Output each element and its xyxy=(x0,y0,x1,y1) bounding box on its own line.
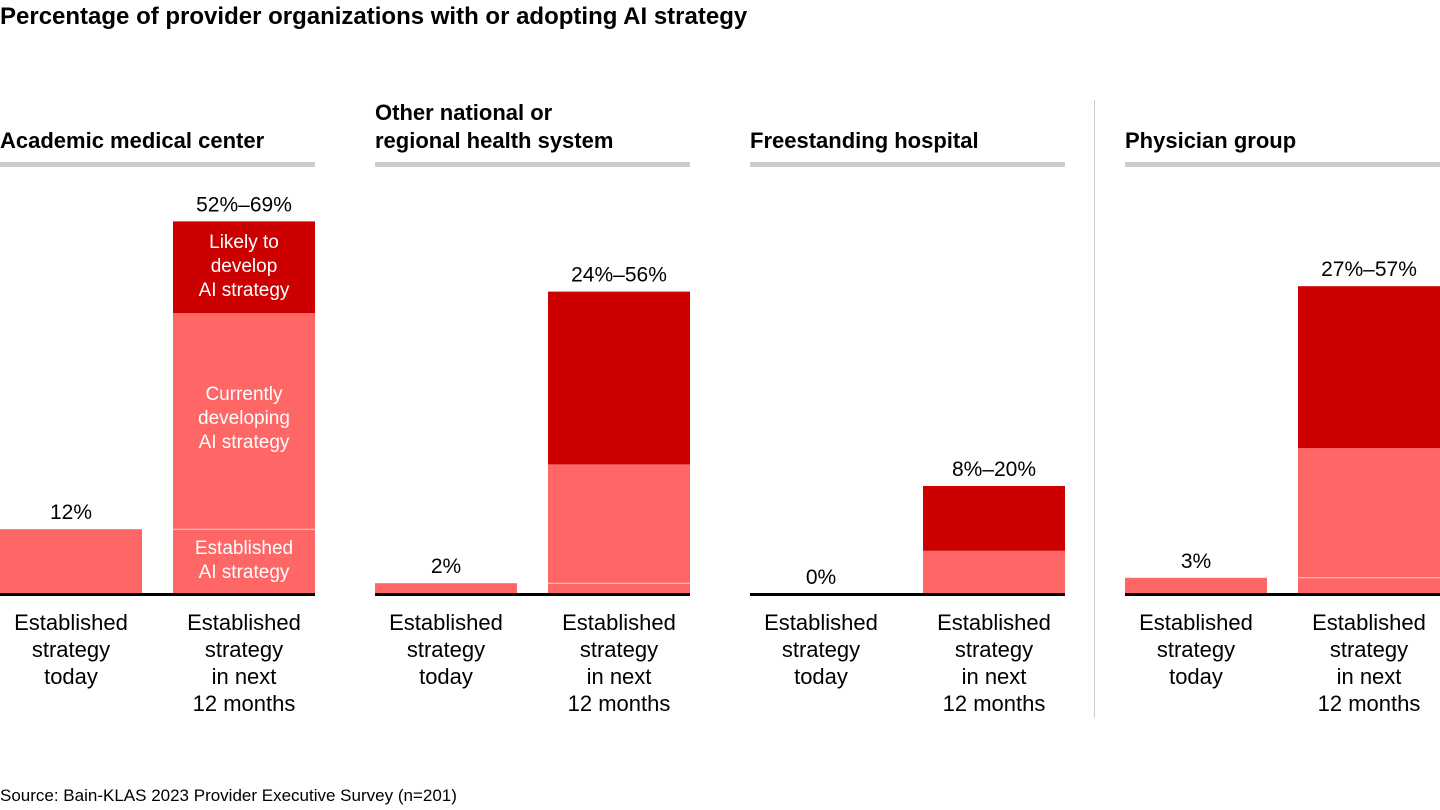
bar-today xyxy=(0,529,142,594)
category-label-today: today xyxy=(419,664,473,689)
baseline xyxy=(750,593,1065,596)
segment-label-established: Established xyxy=(195,538,293,559)
category-label-today: Established xyxy=(1139,610,1253,635)
category-label-today: today xyxy=(1169,664,1223,689)
label-range: 24%–56% xyxy=(571,264,667,287)
panel-title-rule xyxy=(375,162,690,167)
label-today: 0% xyxy=(806,566,836,589)
label-today: 12% xyxy=(50,501,92,524)
category-label-next-12-months: strategy xyxy=(205,637,283,662)
panel-divider xyxy=(1094,100,1095,718)
panel-title-rule xyxy=(750,162,1065,167)
category-label-next-12-months: strategy xyxy=(580,637,658,662)
panel-title: Physician group xyxy=(1125,128,1296,153)
baseline xyxy=(0,593,315,596)
source-note: Source: Bain-KLAS 2023 Provider Executiv… xyxy=(0,786,457,805)
category-label-next-12-months: in next xyxy=(1337,664,1402,689)
category-label-next-12-months: Established xyxy=(562,610,676,635)
panel-title: Freestanding hospital xyxy=(750,128,979,153)
category-label-today: strategy xyxy=(782,637,860,662)
category-label-next-12-months: strategy xyxy=(955,637,1033,662)
category-label-next-12-months: 12 months xyxy=(193,691,296,716)
category-label-next-12-months: 12 months xyxy=(943,691,1046,716)
category-label-today: Established xyxy=(389,610,503,635)
category-label-today: today xyxy=(794,664,848,689)
chart-title: Percentage of provider organizations wit… xyxy=(0,3,748,30)
bar-segment-currently-developing xyxy=(548,464,690,594)
bar-segment-established xyxy=(1298,577,1440,594)
segment-label-currently-developing: developing xyxy=(198,408,290,429)
category-label-next-12-months: Established xyxy=(187,610,301,635)
category-label-next-12-months: in next xyxy=(587,664,652,689)
bar-segment-likely xyxy=(173,221,315,314)
category-label-today: Established xyxy=(14,610,128,635)
segment-label-established: AI strategy xyxy=(199,562,290,583)
bar-segment-likely xyxy=(923,486,1065,551)
label-range: 52%–69% xyxy=(196,193,292,216)
panel-title-rule xyxy=(0,162,315,167)
baseline xyxy=(1125,593,1440,596)
category-label-next-12-months: in next xyxy=(212,664,277,689)
bar-today xyxy=(1125,577,1267,594)
category-label-next-12-months: Established xyxy=(1312,610,1426,635)
bar-segment-currently-developing xyxy=(1298,448,1440,594)
bar-today xyxy=(375,583,517,594)
category-label-today: strategy xyxy=(407,637,485,662)
segment-label-likely: Likely to xyxy=(209,232,279,253)
bar-segment-currently-developing xyxy=(923,550,1065,594)
label-today: 3% xyxy=(1181,550,1211,573)
label-range: 8%–20% xyxy=(952,458,1036,481)
panel-title: regional health system xyxy=(375,128,613,153)
segment-label-likely: AI strategy xyxy=(199,280,290,301)
chart: Academic medical center 12% 52%–69% Likely … xyxy=(0,100,1440,716)
bar-segment-likely xyxy=(548,291,690,465)
segment-label-currently-developing: Currently xyxy=(205,384,283,405)
segment-label-currently-developing: AI strategy xyxy=(199,432,290,453)
bar-segment-established xyxy=(173,529,315,594)
bar-segment-established xyxy=(548,583,690,594)
label-range: 27%–57% xyxy=(1321,258,1417,281)
category-label-today: Established xyxy=(764,610,878,635)
baseline xyxy=(375,593,690,596)
category-label-next-12-months: strategy xyxy=(1330,637,1408,662)
category-label-next-12-months: 12 months xyxy=(1318,691,1421,716)
panel-title: Academic medical center xyxy=(0,128,265,153)
category-label-today: today xyxy=(44,664,98,689)
label-today: 2% xyxy=(431,555,461,578)
category-label-next-12-months: Established xyxy=(937,610,1051,635)
category-label-today: strategy xyxy=(32,637,110,662)
category-label-next-12-months: 12 months xyxy=(568,691,671,716)
category-label-today: strategy xyxy=(1157,637,1235,662)
bar-segment-likely xyxy=(1298,286,1440,449)
panel-title: Other national or xyxy=(375,100,553,125)
panel-title-rule xyxy=(1125,162,1440,167)
segment-label-likely: develop xyxy=(211,256,278,277)
category-label-next-12-months: in next xyxy=(962,664,1027,689)
